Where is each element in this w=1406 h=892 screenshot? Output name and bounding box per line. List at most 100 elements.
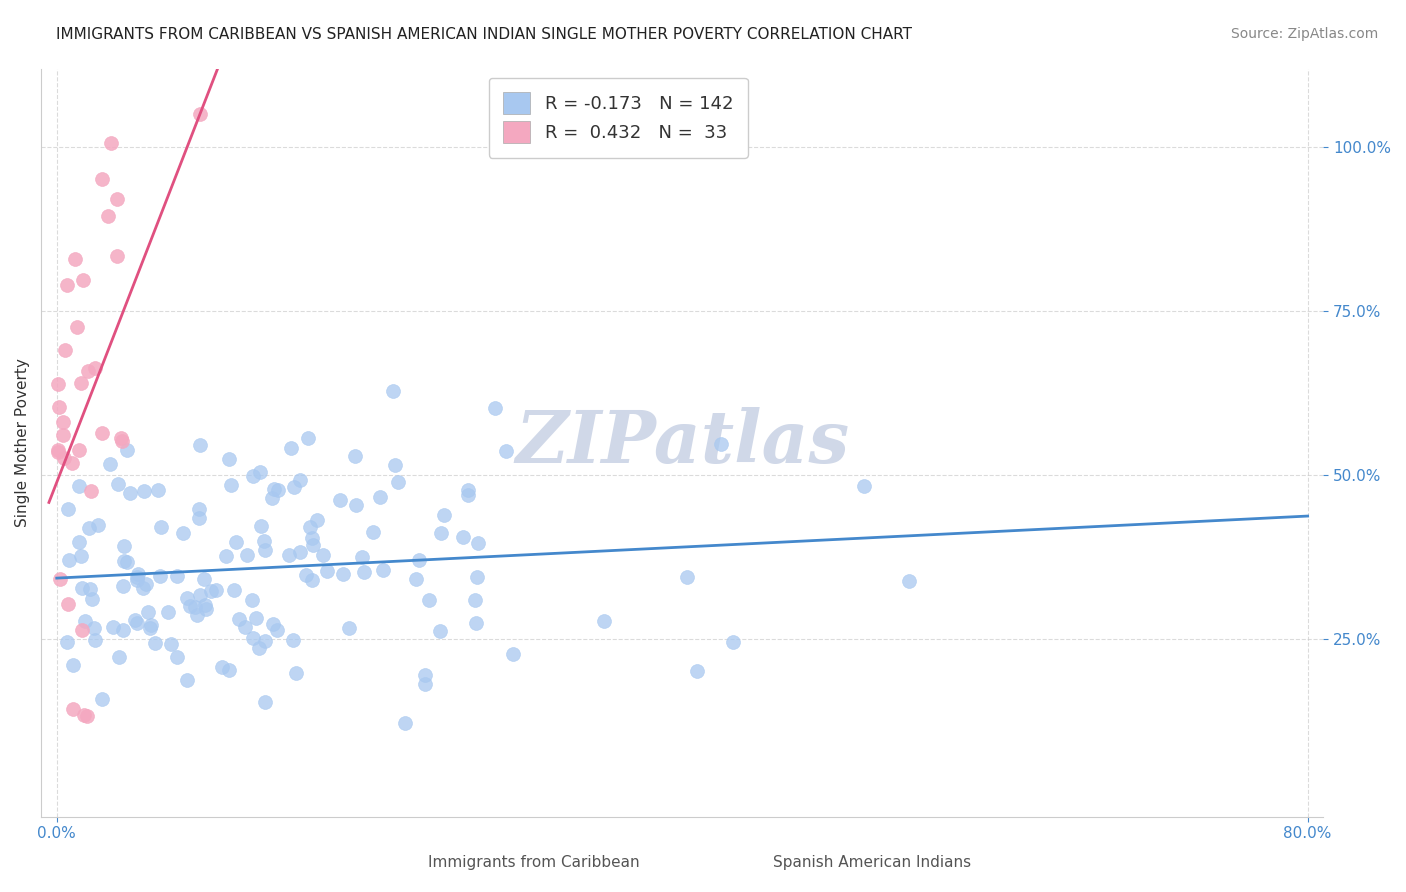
Point (283, 479, 305, 493)
Point (464, 592, 486, 607)
Point (236, 549, 259, 563)
Point (91, 425, 114, 440)
Point (63, 252, 86, 266)
Point (211, 660, 233, 674)
Point (465, 616, 488, 631)
Point (205, 583, 228, 598)
Point (70, 549, 93, 563)
Point (48, 400, 70, 414)
Point (368, 490, 391, 504)
Point (114, 554, 136, 568)
Point (353, 565, 375, 579)
Point (53, 343, 76, 358)
Point (114, 539, 136, 553)
Point (90, 171, 112, 186)
Point (58, 553, 80, 567)
Point (200, 584, 222, 599)
Point (84, 632, 107, 647)
Point (176, 591, 198, 606)
Y-axis label: Single Mother Poverty: Single Mother Poverty (15, 358, 30, 527)
Point (302, 538, 325, 552)
Point (46, 444, 69, 458)
Text: Spanish American Indians: Spanish American Indians (773, 855, 970, 870)
Point (98, 457, 121, 471)
Point (233, 620, 256, 634)
Point (62, 456, 84, 470)
Point (215, 549, 238, 563)
Point (193, 573, 215, 587)
Point (70, 623, 93, 637)
Legend: R = -0.173   N = 142, R =  0.432   N =  33: R = -0.173 N = 142, R = 0.432 N = 33 (489, 78, 748, 158)
Point (262, 616, 284, 631)
Point (108, 650, 131, 665)
Point (166, 568, 188, 582)
Point (188, 588, 211, 602)
Point (66, 319, 89, 334)
Point (418, 593, 440, 607)
Point (83, 361, 105, 376)
Point (384, 458, 406, 472)
Point (686, 664, 709, 678)
Point (413, 677, 436, 691)
Point (263, 482, 285, 496)
Point (67, 443, 90, 458)
Point (111, 579, 134, 593)
Point (149, 520, 172, 534)
Point (254, 543, 277, 558)
Point (373, 563, 395, 577)
Point (352, 550, 374, 565)
Point (111, 434, 134, 448)
Point (344, 498, 367, 512)
Point (172, 526, 194, 541)
Point (408, 553, 430, 567)
Point (107, 476, 129, 491)
Text: Immigrants from Caribbean: Immigrants from Caribbean (429, 855, 640, 870)
Point (124, 613, 146, 627)
Point (467, 536, 489, 550)
Point (115, 556, 138, 570)
Point (139, 621, 162, 635)
Point (266, 624, 288, 638)
Point (76, 708, 98, 723)
Point (465, 569, 488, 583)
Point (457, 483, 479, 498)
Point (381, 384, 404, 398)
Point (676, 570, 699, 584)
Point (228, 612, 250, 626)
Point (195, 602, 218, 616)
Point (143, 635, 166, 649)
Point (176, 673, 198, 688)
Point (710, 437, 733, 451)
Point (184, 600, 207, 615)
Point (80, 483, 103, 498)
Point (127, 573, 149, 587)
Point (105, 192, 128, 206)
Point (56, 502, 79, 516)
Point (52, 451, 75, 466)
Point (48, 376, 70, 391)
Point (62, 657, 84, 672)
Point (67, 479, 90, 493)
Point (280, 441, 302, 455)
Point (194, 599, 217, 613)
Point (484, 401, 506, 415)
Point (247, 641, 270, 656)
Point (46, 443, 69, 458)
Point (413, 668, 436, 682)
Point (188, 107, 211, 121)
Point (188, 501, 211, 516)
Point (83, 621, 105, 635)
Point (260, 491, 283, 505)
Point (166, 649, 188, 664)
Point (56, 634, 79, 648)
Text: ZIPatlas: ZIPatlas (515, 407, 849, 478)
Point (405, 572, 427, 586)
Point (267, 483, 290, 497)
Point (457, 488, 479, 502)
Point (297, 431, 319, 445)
Point (312, 548, 335, 562)
Point (75, 614, 97, 628)
Point (132, 484, 155, 499)
Point (387, 475, 409, 489)
Point (429, 624, 451, 639)
